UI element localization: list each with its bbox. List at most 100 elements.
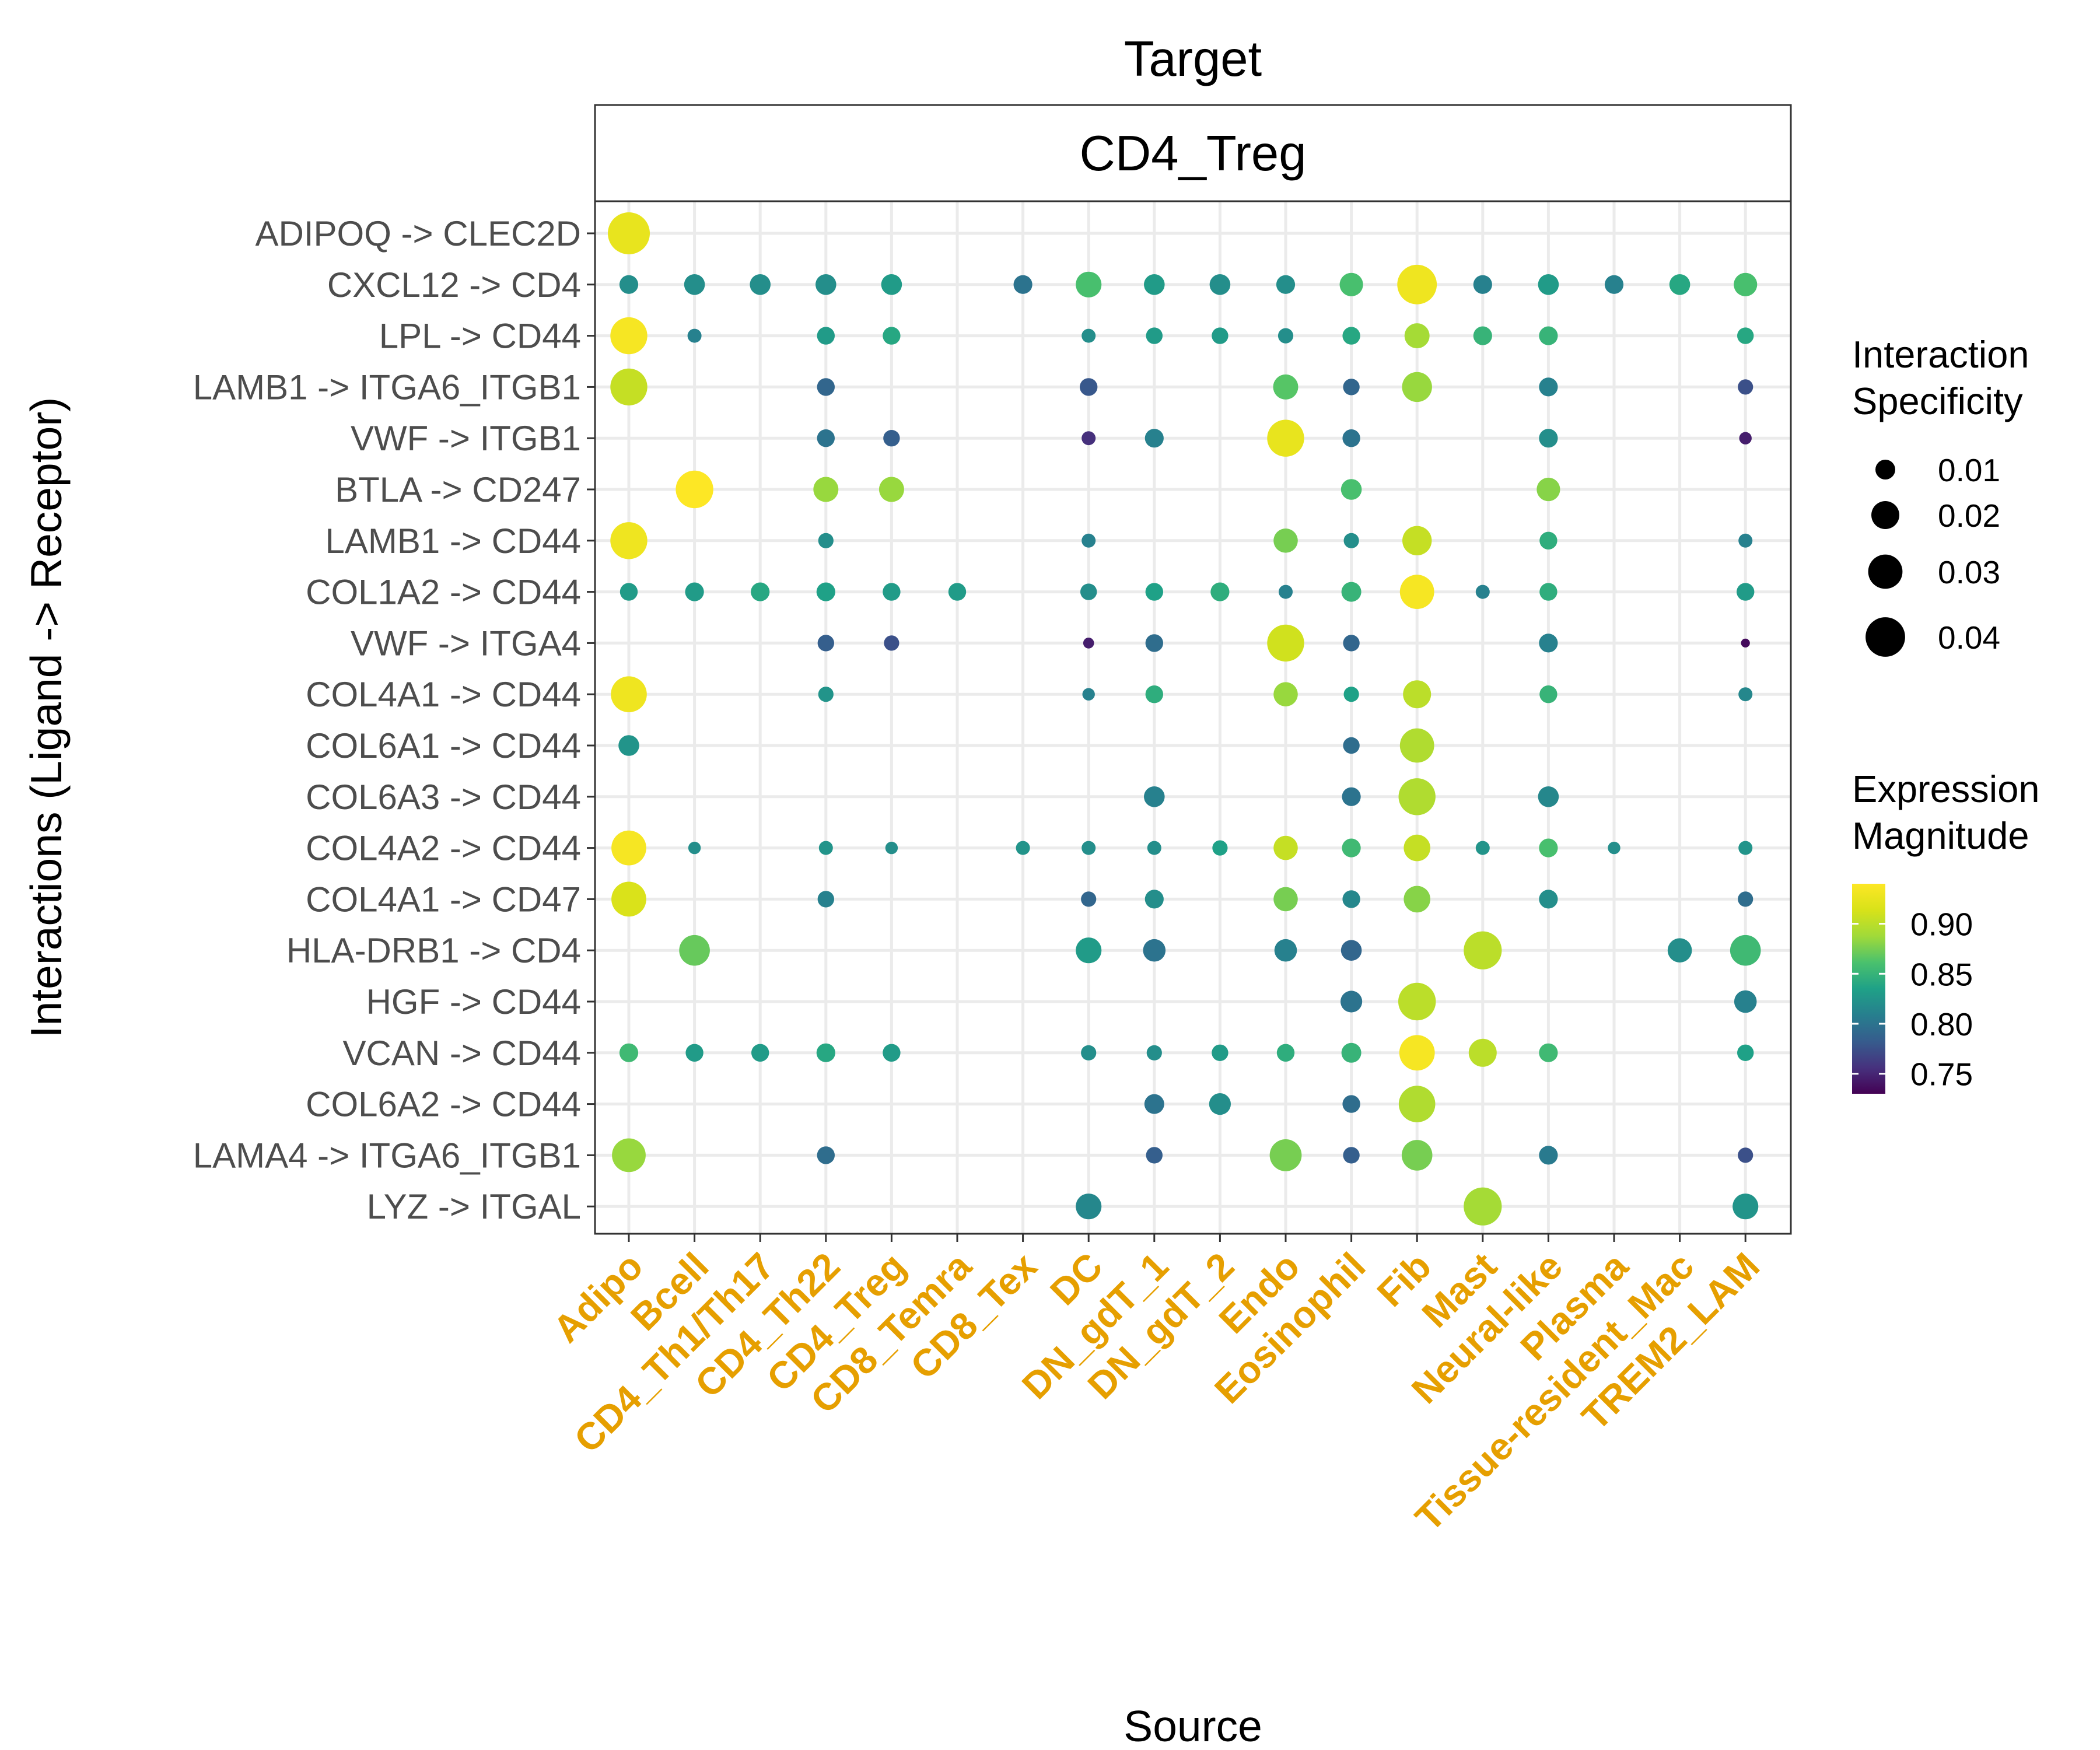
y-tick-label: COL4A1 -> CD44 <box>306 675 581 714</box>
data-point <box>1669 274 1690 295</box>
data-point <box>1212 1044 1228 1062</box>
y-tick-label: LPL -> CD44 <box>379 317 581 356</box>
size-legend-label: 0.01 <box>1938 452 2000 488</box>
data-point <box>1738 687 1753 702</box>
data-point <box>1212 327 1228 344</box>
y-tick-label: COL1A2 -> CD44 <box>306 573 581 612</box>
data-point <box>1539 685 1558 704</box>
data-point <box>1276 1044 1295 1062</box>
data-point <box>1539 890 1558 909</box>
data-point <box>1737 583 1755 601</box>
data-point <box>1342 787 1361 806</box>
y-tick-label: LAMB1 -> ITGA6_ITGB1 <box>193 368 581 407</box>
data-point <box>679 935 710 966</box>
data-point <box>818 533 834 548</box>
data-point <box>1143 939 1166 962</box>
y-tick-label: COL4A2 -> CD44 <box>306 829 581 868</box>
data-point <box>1273 682 1298 706</box>
data-point <box>1464 931 1502 970</box>
data-point <box>1539 1043 1558 1062</box>
facet-label: CD4_Treg <box>1080 126 1307 181</box>
data-point <box>676 470 713 509</box>
data-point <box>1398 778 1436 816</box>
data-point <box>1473 326 1492 345</box>
panel-border <box>594 200 1792 1235</box>
data-point <box>1342 327 1360 345</box>
data-point <box>1738 379 1754 395</box>
data-point <box>1146 327 1163 344</box>
y-tick-label: COL4A1 -> CD47 <box>306 880 581 919</box>
data-point <box>881 274 902 295</box>
data-point <box>816 582 835 601</box>
y-tick-label: COL6A1 -> CD44 <box>306 726 581 765</box>
data-point <box>1080 583 1097 600</box>
y-tick-label: HGF -> CD44 <box>366 982 581 1021</box>
data-point <box>1340 940 1362 961</box>
data-point <box>620 583 638 601</box>
data-point <box>1539 531 1558 550</box>
data-point <box>1401 1140 1433 1171</box>
data-point <box>751 582 770 601</box>
data-point <box>619 275 639 294</box>
data-point <box>1343 737 1360 754</box>
points-layer <box>608 212 1761 1226</box>
data-point <box>878 477 904 502</box>
data-point <box>1273 887 1298 912</box>
y-axis: ADIPOQ -> CLEC2D CXCL12 -> CD4 LPL -> CD44… <box>193 214 595 1226</box>
size-legend-key <box>1875 460 1895 480</box>
data-point <box>1738 533 1753 548</box>
data-point <box>1539 583 1558 601</box>
x-axis-title: Source <box>1124 1702 1262 1750</box>
data-point <box>684 274 705 295</box>
size-legend-key <box>1871 501 1899 529</box>
data-point <box>1076 271 1102 298</box>
data-point <box>1475 841 1490 855</box>
data-point <box>1278 328 1294 344</box>
data-point <box>1082 533 1096 548</box>
data-point <box>1730 935 1761 966</box>
data-point <box>1340 479 1362 500</box>
data-point <box>611 676 647 712</box>
data-point <box>1343 1147 1360 1164</box>
y-tick-label: LAMB1 -> CD44 <box>325 522 581 561</box>
data-point <box>1146 1147 1163 1164</box>
y-tick-label: COL6A2 -> CD44 <box>306 1085 581 1124</box>
colorbar-label: 0.75 <box>1910 1056 1973 1093</box>
data-point <box>1269 1139 1302 1171</box>
data-point <box>1738 1147 1754 1163</box>
y-tick-label: BTLA -> CD247 <box>335 470 581 509</box>
data-point <box>883 430 900 447</box>
data-point <box>1473 275 1492 294</box>
data-point <box>1398 982 1436 1021</box>
data-point <box>1013 275 1032 294</box>
data-point <box>1399 728 1434 763</box>
data-point <box>1339 272 1363 296</box>
data-point <box>1608 841 1620 855</box>
data-point <box>1076 1194 1102 1220</box>
data-point <box>1732 1194 1759 1220</box>
y-tick-label: HLA-DRB1 -> CD4 <box>286 931 581 970</box>
data-point <box>610 317 648 355</box>
y-tick-label: COL6A3 -> CD44 <box>306 778 581 817</box>
data-point <box>1397 264 1437 304</box>
data-point <box>1404 323 1430 349</box>
data-point <box>685 1044 704 1062</box>
data-point <box>1081 891 1097 907</box>
data-point <box>1539 1146 1558 1165</box>
size-legend-key <box>1868 554 1903 589</box>
colorbar-label: 0.85 <box>1910 956 1973 992</box>
data-point <box>817 635 835 652</box>
data-point <box>1342 429 1360 447</box>
data-point <box>1144 274 1165 295</box>
colorbar <box>1852 884 1885 1094</box>
size-legend-label: 0.04 <box>1938 620 2000 656</box>
data-point <box>1016 841 1030 855</box>
data-point <box>1082 328 1096 343</box>
data-point <box>1273 374 1298 400</box>
data-point <box>608 212 650 254</box>
data-point <box>1667 938 1692 963</box>
data-point <box>1738 841 1753 855</box>
data-point <box>1403 680 1432 709</box>
